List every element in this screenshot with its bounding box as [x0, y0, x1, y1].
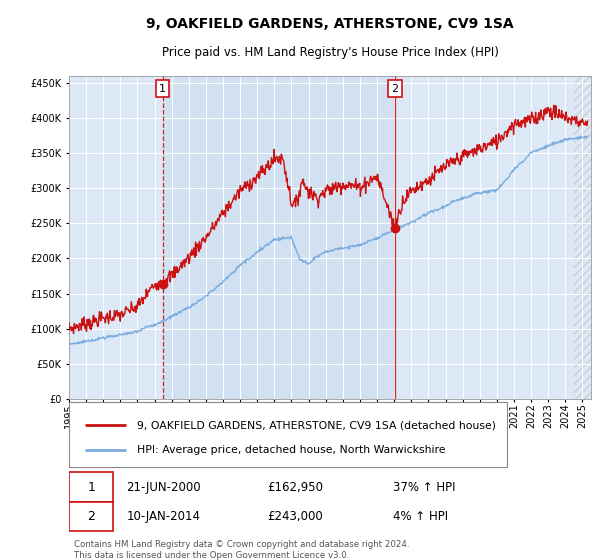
Text: 2: 2	[391, 83, 398, 94]
Text: 4% ↑ HPI: 4% ↑ HPI	[392, 510, 448, 523]
FancyBboxPatch shape	[69, 502, 113, 531]
Text: 9, OAKFIELD GARDENS, ATHERSTONE, CV9 1SA (detached house): 9, OAKFIELD GARDENS, ATHERSTONE, CV9 1SA…	[137, 421, 496, 431]
Text: £162,950: £162,950	[268, 480, 323, 494]
Text: Price paid vs. HM Land Registry's House Price Index (HPI): Price paid vs. HM Land Registry's House …	[161, 46, 499, 59]
Text: HPI: Average price, detached house, North Warwickshire: HPI: Average price, detached house, Nort…	[137, 445, 445, 455]
Text: £243,000: £243,000	[268, 510, 323, 523]
Bar	[574, 76, 599, 399]
Text: 1: 1	[159, 83, 166, 94]
Text: Contains HM Land Registry data © Crown copyright and database right 2024.
This d: Contains HM Land Registry data © Crown c…	[74, 540, 410, 559]
Text: 10-JAN-2014: 10-JAN-2014	[127, 510, 200, 523]
Text: 37% ↑ HPI: 37% ↑ HPI	[392, 480, 455, 494]
Text: 1: 1	[88, 480, 95, 494]
Bar	[163, 76, 395, 399]
Text: 9, OAKFIELD GARDENS, ATHERSTONE, CV9 1SA: 9, OAKFIELD GARDENS, ATHERSTONE, CV9 1SA	[146, 17, 514, 31]
Text: 21-JUN-2000: 21-JUN-2000	[127, 480, 201, 494]
FancyBboxPatch shape	[69, 402, 508, 466]
FancyBboxPatch shape	[69, 473, 113, 502]
Text: 2: 2	[88, 510, 95, 523]
